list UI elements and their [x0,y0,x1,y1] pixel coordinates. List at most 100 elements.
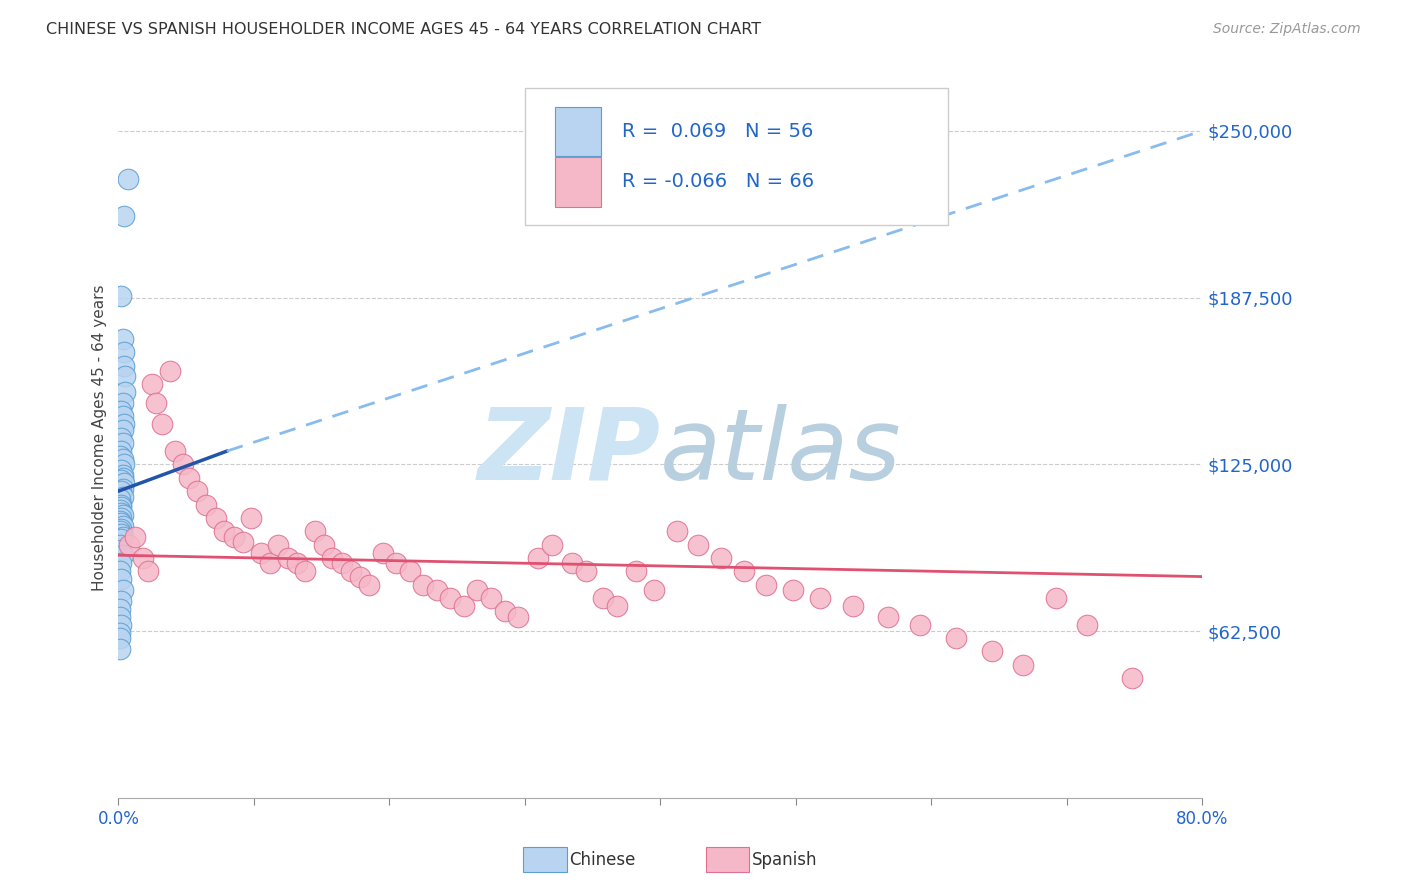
Point [108,503,131,517]
Point [145,396,167,410]
Point [108,492,131,507]
Point [111,519,134,533]
Point [111,452,134,467]
Point [118,537,141,551]
Point [150,417,173,432]
Point [240,511,263,525]
Point [177,471,200,485]
Point [159,364,181,378]
Point [124,530,146,544]
Point [205,511,228,525]
Text: R =  0.069   N = 56: R = 0.069 N = 56 [623,122,814,141]
Point [1012,657,1035,672]
Point [111,423,134,437]
Point [321,550,343,565]
Point [108,537,131,551]
Point [527,550,550,565]
Point [165,444,187,458]
Point [111,471,134,485]
Point [267,537,290,551]
Point [371,545,394,559]
Point [110,617,132,632]
Point [112,359,135,373]
Point [426,582,449,597]
Point [110,498,132,512]
FancyBboxPatch shape [524,88,948,225]
Point [110,404,132,418]
Point [110,527,132,541]
Point [340,564,363,578]
Point [108,631,131,645]
Point [561,556,583,570]
Point [910,617,932,632]
Text: R = -0.066   N = 66: R = -0.066 N = 66 [623,172,814,192]
Text: atlas: atlas [661,404,903,500]
Point [506,609,529,624]
Point [710,550,733,565]
Point [111,530,134,544]
Point [592,591,614,605]
Point [314,537,336,551]
Point [112,417,135,432]
Point [606,599,628,613]
Point [782,582,804,597]
Point [110,556,132,570]
Point [112,476,135,491]
Point [108,514,131,528]
Point [110,516,132,531]
Point [1076,617,1098,632]
Point [111,409,134,424]
Point [249,545,271,559]
Point [259,556,281,570]
Point [541,537,564,551]
Point [624,564,647,578]
Point [110,289,132,303]
Point [277,550,299,565]
Point [575,564,598,578]
Point [439,591,461,605]
Point [110,511,132,525]
Point [357,577,380,591]
Point [110,522,132,536]
Point [222,530,245,544]
Point [453,599,475,613]
Point [877,609,900,624]
Point [110,444,132,458]
Point [304,524,326,539]
Point [110,533,132,547]
Point [111,436,134,450]
Point [112,209,135,223]
Point [385,556,408,570]
Point [479,591,502,605]
Text: ZIP: ZIP [477,404,661,500]
Point [114,369,136,384]
Point [108,564,131,578]
Point [665,524,688,539]
Point [111,468,134,483]
Point [108,524,131,539]
Point [114,385,136,400]
Point [212,524,235,539]
Point [808,591,831,605]
Point [110,506,132,520]
Point [195,498,218,512]
Point [141,377,163,392]
Point [108,625,131,640]
Point [110,542,132,557]
Point [110,593,132,607]
Text: Source: ZipAtlas.com: Source: ZipAtlas.com [1213,22,1361,37]
Point [111,508,134,523]
Point [111,582,134,597]
Point [945,631,967,645]
Point [108,601,131,615]
Point [412,577,434,591]
Point [108,450,131,464]
Point [112,458,135,472]
Point [1121,671,1143,685]
Point [111,332,134,346]
Point [285,556,308,570]
Point [108,641,131,656]
Point [1045,591,1067,605]
Point [294,564,316,578]
Point [186,484,208,499]
